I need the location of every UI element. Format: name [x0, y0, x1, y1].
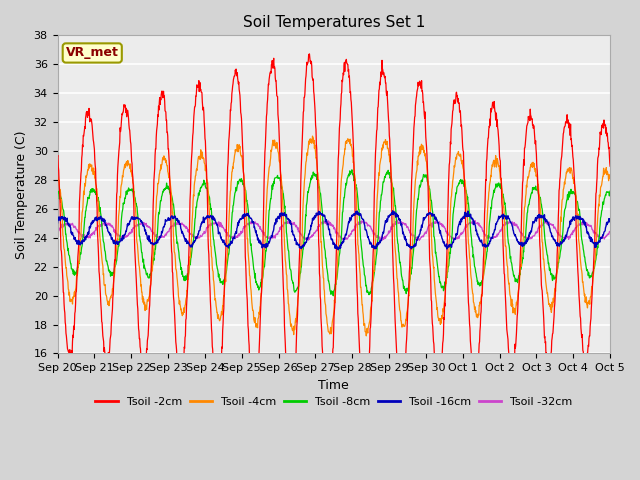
- Legend: Tsoil -2cm, Tsoil -4cm, Tsoil -8cm, Tsoil -16cm, Tsoil -32cm: Tsoil -2cm, Tsoil -4cm, Tsoil -8cm, Tsoi…: [91, 393, 577, 411]
- X-axis label: Time: Time: [319, 379, 349, 392]
- Title: Soil Temperatures Set 1: Soil Temperatures Set 1: [243, 15, 425, 30]
- Y-axis label: Soil Temperature (C): Soil Temperature (C): [15, 130, 28, 259]
- Text: VR_met: VR_met: [66, 47, 118, 60]
